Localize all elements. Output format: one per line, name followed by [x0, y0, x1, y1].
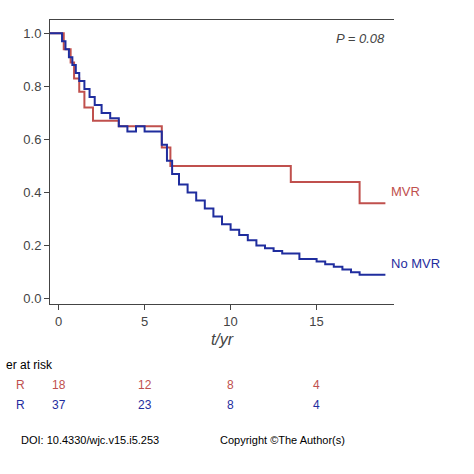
svg-text:R: R: [16, 378, 25, 392]
svg-text:MVR: MVR: [391, 184, 420, 199]
svg-text:0.0: 0.0: [23, 291, 41, 306]
svg-text:8: 8: [227, 398, 234, 412]
svg-text:er at risk: er at risk: [6, 358, 53, 372]
svg-text:1.0: 1.0: [23, 26, 41, 41]
svg-text:5: 5: [141, 314, 148, 329]
svg-text:4: 4: [313, 378, 320, 392]
svg-text:0: 0: [55, 314, 62, 329]
svg-text:37: 37: [52, 398, 66, 412]
svg-text:4: 4: [313, 398, 320, 412]
svg-text:t/yr: t/yr: [211, 331, 234, 348]
svg-text:P = 0.08: P = 0.08: [336, 31, 385, 46]
svg-text:18: 18: [52, 378, 66, 392]
svg-text:No MVR: No MVR: [391, 256, 440, 271]
svg-text:R: R: [16, 398, 25, 412]
svg-text:10: 10: [223, 314, 237, 329]
svg-text:12: 12: [138, 378, 152, 392]
svg-text:Copyright ©The Author(s): Copyright ©The Author(s): [220, 434, 345, 446]
svg-text:DOI: 10.4330/wjc.v15.i5.253: DOI: 10.4330/wjc.v15.i5.253: [21, 434, 159, 446]
svg-text:8: 8: [227, 378, 234, 392]
svg-text:0.4: 0.4: [23, 185, 41, 200]
svg-text:0.8: 0.8: [23, 79, 41, 94]
svg-text:15: 15: [309, 314, 323, 329]
svg-text:0.6: 0.6: [23, 132, 41, 147]
svg-text:0.2: 0.2: [23, 238, 41, 253]
svg-text:23: 23: [138, 398, 152, 412]
